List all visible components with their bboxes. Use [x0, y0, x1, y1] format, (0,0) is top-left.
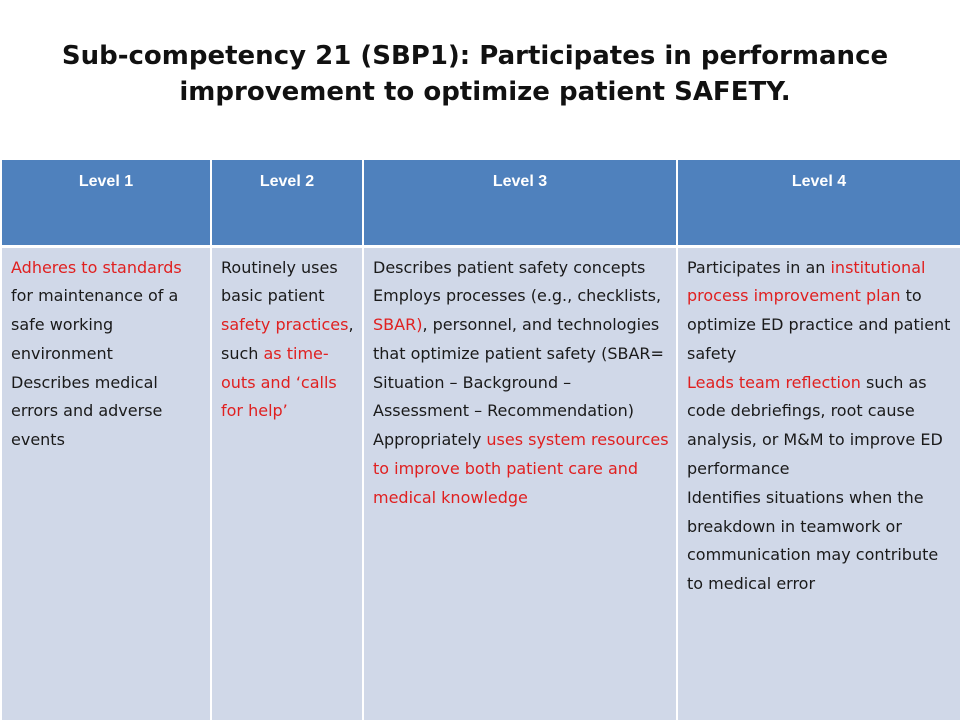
- highlight-text: safety practices: [221, 315, 349, 335]
- cell-level-4: Participates in an institutional process…: [676, 246, 960, 720]
- highlight-text: uses system resources to improve both pa…: [373, 430, 669, 507]
- content-row: Adheres to standards for maintenance of …: [0, 246, 960, 720]
- body-text: Participates in an: [687, 257, 831, 277]
- body-text: Employs processes (e.g., checklists,: [373, 286, 662, 306]
- highlight-text: as time-outs and ‘calls for help’: [221, 343, 337, 421]
- header-level-3: Level 3: [362, 160, 678, 248]
- level4-item-1: Participates in an institutional process…: [687, 254, 954, 369]
- level4-item-3: Identifies situations when the breakdown…: [687, 487, 939, 594]
- header-row: Level 1 Level 2 Level 3 Level 4: [0, 160, 960, 248]
- highlight-text: institutional process improvement plan: [687, 257, 926, 306]
- level4-item-2: Leads team reflection such as code debri…: [687, 369, 954, 484]
- header-level-2: Level 2: [210, 160, 364, 248]
- body-text: for maintenance of a safe working enviro…: [11, 286, 179, 363]
- slide-title: Sub-competency 21 (SBP1): Participates i…: [0, 38, 960, 110]
- cell-level-2: Routinely uses basic patient safety prac…: [210, 246, 364, 720]
- level3-item-3: Appropriately uses system resources to i…: [373, 426, 670, 512]
- body-text: , personnel, and technologies that optim…: [373, 315, 664, 421]
- body-text: to optimize ED practice and patient safe…: [687, 286, 951, 363]
- level3-item-1: Describes patient safety concepts: [373, 257, 646, 277]
- level3-item-2: Employs processes (e.g., checklists, SBA…: [373, 282, 670, 426]
- level1-item-1: Adheres to standards for maintenance of …: [11, 254, 204, 369]
- cell-level-3: Describes patient safety concepts Employ…: [362, 246, 678, 720]
- body-text: , such: [221, 315, 354, 363]
- body-text: Routinely uses basic patient: [221, 257, 338, 306]
- highlight-text: Adheres to standards: [11, 257, 182, 277]
- body-text: Appropriately: [373, 430, 487, 450]
- title-line-1: Sub-competency 21 (SBP1): Participates i…: [61, 41, 889, 71]
- cell-level-1: Adheres to standards for maintenance of …: [0, 246, 212, 720]
- header-level-4: Level 4: [676, 160, 960, 248]
- title-line-2: improvement to optimize patient SAFETY.: [179, 77, 791, 107]
- level1-item-2: Describes medical errors and adverse eve…: [11, 372, 163, 450]
- level2-item-1: Routinely uses basic patient safety prac…: [221, 254, 356, 427]
- highlight-text: Leads team reflection: [687, 372, 861, 392]
- milestone-table: Level 1 Level 2 Level 3 Level 4 Adheres …: [0, 160, 960, 720]
- body-text: such as code debriefings, root cause ana…: [687, 372, 943, 479]
- highlight-text: SBAR): [373, 315, 423, 335]
- header-level-1: Level 1: [0, 160, 212, 248]
